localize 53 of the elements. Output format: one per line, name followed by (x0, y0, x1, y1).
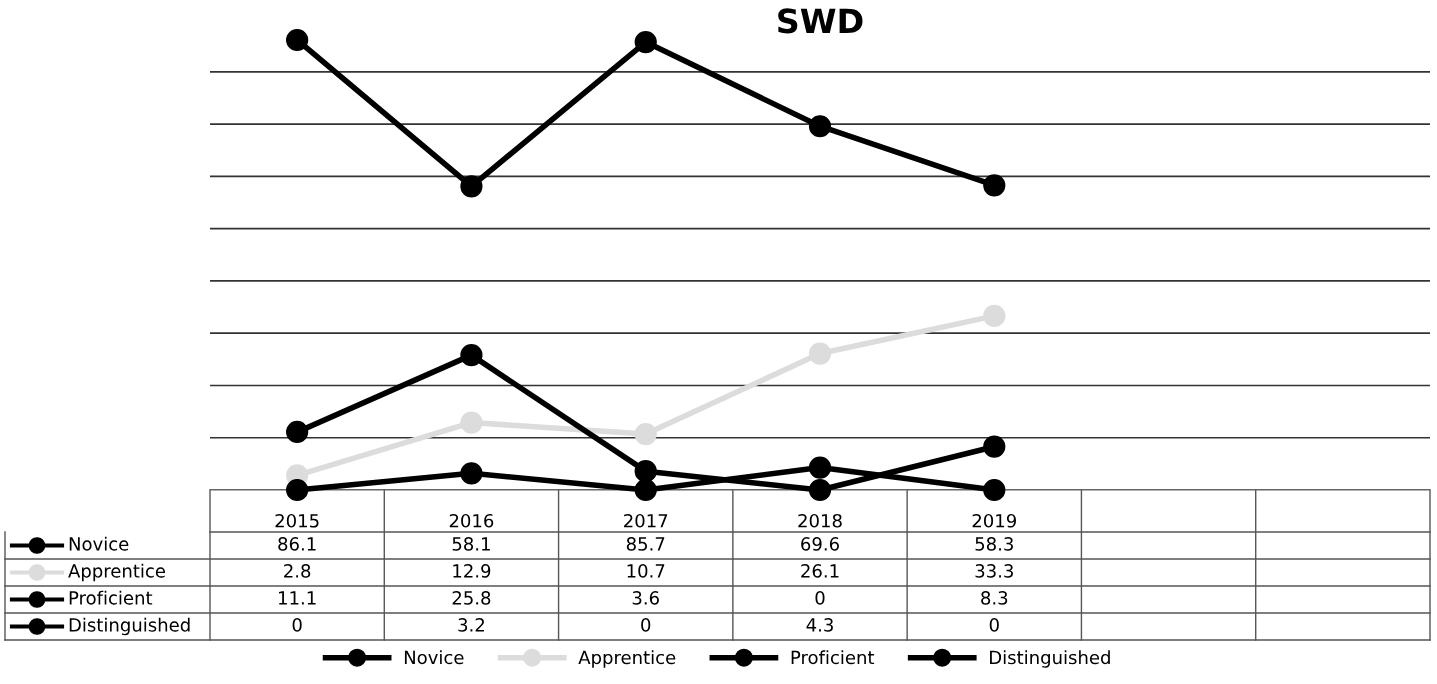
text: Proficient (69, 590, 153, 605)
x-tick-label: 2017 (624, 513, 668, 528)
point (634, 478, 657, 502)
point (634, 30, 657, 54)
data-label: 3.2 (458, 618, 484, 632)
point (808, 456, 832, 479)
data-label: 12.9 (453, 564, 491, 578)
x-tick-label: 2016 (449, 513, 494, 528)
data-label: 4.3 (806, 618, 833, 632)
data-label: 58.1 (452, 537, 490, 551)
data-label: 33.3 (975, 564, 1013, 578)
data-label: 11.1 (279, 591, 316, 605)
point (983, 478, 1006, 502)
point (460, 411, 483, 434)
data-label: 0 (815, 591, 825, 605)
text: Apprentice (578, 650, 676, 668)
point (460, 344, 483, 367)
data-label: 58.3 (975, 537, 1013, 551)
x-tick-label: 2015 (275, 513, 319, 528)
chart-title: SWD (778, 8, 863, 34)
data-label: 85.7 (626, 537, 665, 551)
point (983, 174, 1006, 197)
legend-label: Distinguished (990, 650, 1110, 668)
x-tick-label: 2018 (798, 513, 842, 528)
point (460, 175, 483, 198)
point (808, 342, 832, 365)
data-label: 69.6 (801, 537, 839, 551)
legend-label: Apprentice (68, 563, 166, 582)
point (286, 28, 309, 52)
data-label: 2.8 (284, 564, 311, 578)
point (983, 435, 1006, 458)
point (286, 478, 309, 502)
point (808, 115, 832, 138)
text: Distinguished (69, 617, 190, 636)
data-label: 0 (641, 618, 651, 632)
point (286, 420, 309, 444)
point (460, 462, 483, 485)
point (634, 422, 657, 446)
legend-label: Proficient (791, 650, 875, 665)
x-tick-label: 2019 (972, 513, 1016, 528)
data-label: 3.6 (632, 591, 659, 605)
text: Novice (404, 650, 464, 665)
data-label: 8.3 (981, 591, 1008, 605)
point (634, 460, 657, 483)
point (808, 478, 832, 502)
data-label: 26.1 (801, 564, 839, 578)
legend-label: Novice (69, 536, 129, 551)
data-label: 10.7 (627, 564, 665, 578)
data-label: 0 (292, 618, 302, 632)
data-label: 86.1 (278, 537, 316, 551)
data-label: 25.8 (452, 591, 491, 605)
data-label: 0 (989, 618, 999, 632)
point (983, 304, 1006, 328)
